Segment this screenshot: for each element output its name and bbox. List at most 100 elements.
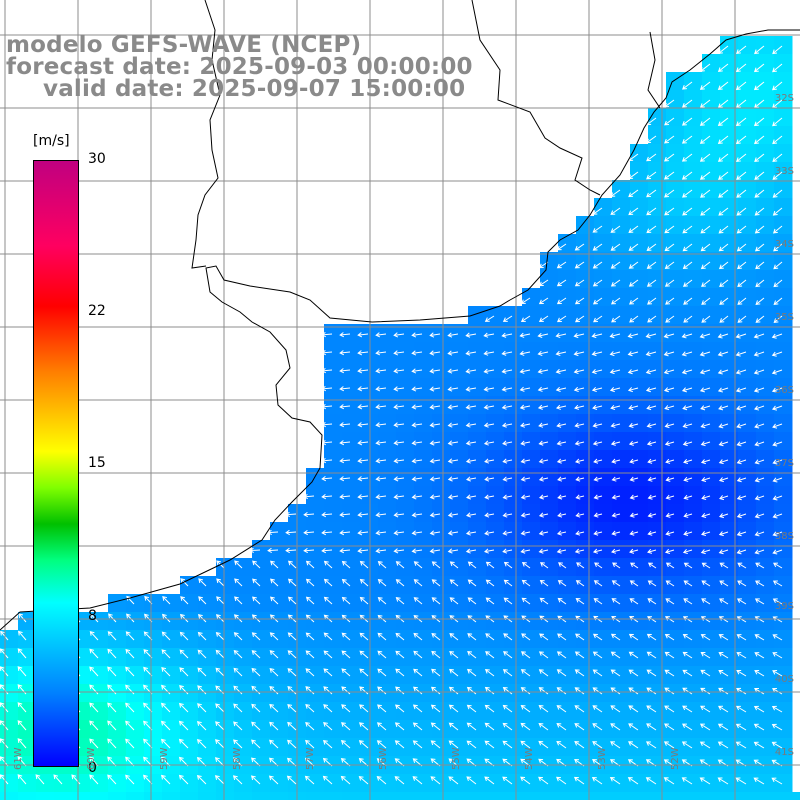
wind-speed-cell bbox=[576, 666, 595, 685]
wind-speed-cell bbox=[720, 270, 739, 289]
wind-arrow bbox=[520, 476, 531, 482]
wind-arrow bbox=[682, 549, 693, 555]
wind-arrow bbox=[627, 351, 639, 357]
wind-arrow bbox=[376, 740, 387, 749]
coastline-path bbox=[0, 29, 800, 631]
wind-speed-cell bbox=[702, 360, 721, 379]
wind-arrow bbox=[574, 440, 585, 446]
wind-arrow bbox=[755, 562, 765, 569]
wind-speed-cell bbox=[234, 774, 253, 793]
wind-arrow bbox=[233, 649, 243, 659]
wind-arrow bbox=[323, 560, 333, 569]
wind-arrow bbox=[305, 739, 315, 749]
wind-arrow bbox=[521, 597, 531, 605]
wind-arrow bbox=[753, 387, 765, 393]
wind-speed-cell bbox=[738, 540, 757, 559]
wind-speed-cell bbox=[18, 774, 37, 793]
wind-arrow bbox=[198, 578, 207, 587]
wind-speed-cell bbox=[720, 252, 739, 271]
wind-arrow bbox=[447, 332, 459, 338]
wind-arrow bbox=[574, 741, 585, 749]
wind-arrow bbox=[341, 560, 351, 569]
wind-speed-cell bbox=[360, 486, 379, 505]
forecast-date: forecast date: 2025-09-03 00:00:00 bbox=[6, 54, 473, 80]
wind-speed-cell bbox=[432, 342, 451, 361]
wind-arrow bbox=[321, 494, 333, 500]
wind-speed-cell bbox=[756, 90, 775, 109]
wind-arrow bbox=[502, 776, 513, 785]
wind-arrow bbox=[447, 386, 459, 392]
wind-arrow bbox=[700, 225, 711, 234]
wind-speed-cell bbox=[180, 648, 199, 667]
wind-arrow bbox=[305, 668, 315, 677]
wind-speed-cell bbox=[108, 594, 127, 613]
wind-arrow bbox=[575, 580, 585, 587]
wind-speed-cell bbox=[540, 504, 559, 523]
wind-arrow bbox=[413, 686, 423, 695]
wind-speed-cell bbox=[612, 558, 631, 577]
wind-arrow bbox=[251, 739, 261, 749]
wind-speed-cell bbox=[702, 612, 721, 631]
wind-arrow bbox=[628, 687, 639, 695]
wind-speed-cell bbox=[360, 792, 379, 800]
wind-speed-cell bbox=[18, 702, 37, 721]
wind-speed-cell bbox=[540, 630, 559, 649]
wind-arrow bbox=[701, 279, 711, 287]
wind-speed-cell bbox=[378, 558, 397, 577]
wind-speed-cell bbox=[702, 558, 721, 577]
wind-speed-cell bbox=[342, 576, 361, 595]
wind-speed-cell bbox=[198, 648, 217, 667]
wind-speed-cell bbox=[684, 324, 703, 343]
wind-arrow bbox=[411, 458, 423, 464]
wind-arrow bbox=[357, 530, 369, 536]
wind-arrow bbox=[198, 596, 207, 605]
wind-speed-cell bbox=[558, 738, 577, 757]
wind-arrow bbox=[664, 279, 675, 287]
border-path bbox=[471, 0, 601, 196]
wind-speed-cell bbox=[756, 144, 775, 163]
wind-arrow bbox=[215, 614, 225, 623]
wind-arrow bbox=[413, 561, 423, 569]
wind-speed-cell bbox=[108, 648, 127, 667]
wind-arrow bbox=[449, 561, 459, 569]
wind-arrow bbox=[503, 561, 513, 569]
wind-arrow bbox=[755, 261, 765, 270]
wind-speed-cell bbox=[702, 666, 721, 685]
wind-speed-cell bbox=[486, 648, 505, 667]
wind-arrow bbox=[429, 422, 441, 428]
wind-speed-cell bbox=[504, 432, 523, 451]
wind-speed-cell bbox=[90, 702, 109, 721]
wind-arrow bbox=[699, 369, 711, 375]
wind-arrow bbox=[465, 332, 477, 338]
wind-speed-cell bbox=[720, 360, 739, 379]
wind-speed-cell bbox=[774, 342, 793, 361]
wind-arrow bbox=[772, 81, 783, 91]
wind-arrow bbox=[538, 440, 549, 446]
wind-speed-cell bbox=[522, 576, 541, 595]
wind-arrow bbox=[466, 704, 477, 713]
wind-arrow bbox=[718, 243, 729, 252]
wind-arrow bbox=[377, 704, 387, 713]
wind-speed-cell bbox=[702, 486, 721, 505]
wind-arrow bbox=[735, 723, 747, 731]
wind-arrow bbox=[160, 774, 171, 785]
wind-speed-cell bbox=[414, 648, 433, 667]
wind-arrow bbox=[233, 632, 243, 641]
wind-speed-cell bbox=[0, 648, 19, 667]
wind-arrow bbox=[53, 774, 63, 785]
wind-speed-cell bbox=[180, 774, 199, 793]
wind-speed-cell bbox=[720, 594, 739, 613]
wind-speed-cell bbox=[324, 432, 343, 451]
wind-speed-cell bbox=[594, 522, 613, 541]
wind-arrow bbox=[629, 548, 639, 554]
wind-speed-cell bbox=[144, 630, 163, 649]
wind-speed-cell bbox=[576, 432, 595, 451]
wind-arrow bbox=[682, 634, 693, 641]
wind-speed-cell bbox=[576, 270, 595, 289]
wind-arrow bbox=[700, 705, 711, 713]
wind-speed-cell bbox=[396, 432, 415, 451]
wind-arrow bbox=[376, 722, 387, 731]
wind-speed-cell bbox=[306, 684, 325, 703]
wind-arrow bbox=[699, 333, 711, 339]
wind-arrow bbox=[483, 332, 495, 338]
